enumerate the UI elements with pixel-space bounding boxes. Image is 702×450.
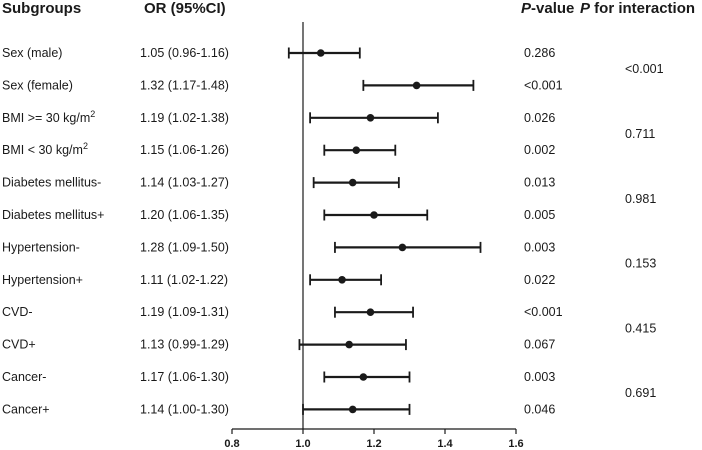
- x-tick-label: 1.0: [295, 438, 310, 450]
- subgroup-label: Cancer-: [2, 370, 46, 384]
- or-ci-value: 1.11 (1.02-1.22): [140, 273, 228, 287]
- or-ci-value: 1.17 (1.06-1.30): [140, 370, 229, 384]
- subgroup-label: Diabetes mellitus-: [2, 176, 101, 190]
- p-value: 0.022: [524, 273, 555, 287]
- p-value: 0.003: [524, 370, 555, 384]
- subgroup-label: Diabetes mellitus+: [2, 208, 104, 222]
- pvalue-header: P-value: [521, 0, 574, 17]
- subgroup-label-text: Cancer+: [2, 402, 50, 416]
- or-point: [359, 373, 368, 381]
- interaction-p-value: 0.981: [625, 192, 656, 206]
- subgroup-label-text: CVD+: [2, 338, 36, 352]
- pvalue-header-rest: -value: [531, 0, 574, 17]
- subgroup-label: Sex (female): [2, 78, 73, 92]
- or-point: [345, 340, 353, 349]
- or-point: [366, 114, 375, 122]
- interaction-header-p: P: [580, 0, 591, 17]
- subgroup-label-text: Diabetes mellitus+: [2, 208, 104, 222]
- x-tick-label: 1.6: [508, 438, 523, 450]
- or-point: [398, 243, 407, 252]
- subgroup-label-text: Sex (male): [2, 46, 62, 60]
- or-ci-value: 1.14 (1.00-1.30): [140, 402, 229, 416]
- or-point: [316, 49, 325, 57]
- x-tick-label: 0.8: [224, 438, 239, 450]
- subgroup-label: BMI >= 30 kg/m2: [2, 109, 95, 125]
- subgroup-label-text: Hypertension+: [2, 273, 83, 287]
- p-value: 0.286: [524, 46, 555, 60]
- subgroup-label: CVD+: [2, 338, 36, 352]
- subgroup-label: Sex (male): [2, 46, 62, 60]
- p-value: 0.003: [524, 240, 555, 254]
- or-ci-value: 1.14 (1.03-1.27): [140, 176, 229, 190]
- x-tick-label: 1.4: [437, 438, 453, 450]
- or-ci-value: 1.28 (1.09-1.50): [140, 240, 229, 254]
- or-point: [366, 308, 375, 317]
- subgroup-label-text: BMI < 30 kg/m: [2, 143, 83, 157]
- or-ci-value: 1.19 (1.02-1.38): [140, 111, 229, 125]
- or-ci-value: 1.15 (1.06-1.26): [140, 143, 229, 157]
- subgroup-label-superscript: 2: [83, 141, 88, 151]
- p-value: <0.001: [524, 78, 563, 92]
- p-value: 0.002: [524, 143, 555, 157]
- x-axis: 0.8 1.0 1.2 1.4 1.6: [224, 428, 524, 450]
- interaction-p-value: 0.415: [625, 321, 656, 335]
- p-value: 0.005: [524, 208, 555, 222]
- interaction-p-value: 0.691: [625, 386, 656, 400]
- subgroup-label-text: Cancer-: [2, 370, 46, 384]
- subgroup-label-text: BMI >= 30 kg/m: [2, 111, 90, 125]
- rows-layer: Sex (male) 1.05 (0.96-1.16) 0.286 Sex (fema…: [2, 46, 563, 416]
- p-value: 0.067: [524, 338, 555, 352]
- p-value: <0.001: [524, 305, 563, 319]
- or-ci-value: 1.05 (0.96-1.16): [140, 46, 229, 60]
- or-ci-header: OR (95%CI): [144, 0, 226, 17]
- subgroup-label: CVD-: [2, 305, 33, 319]
- or-point: [352, 146, 361, 154]
- interaction-p-value: 0.153: [625, 257, 656, 271]
- p-value: 0.013: [524, 176, 555, 190]
- marks-layer: [287, 22, 482, 429]
- interaction-layer: <0.001 0.711 0.981 0.153 0.415 0.691: [625, 62, 664, 400]
- interaction-p-value: <0.001: [625, 62, 664, 76]
- p-value: 0.026: [524, 111, 555, 125]
- subgroup-label: BMI < 30 kg/m2: [2, 141, 88, 157]
- subgroup-label: Hypertension+: [2, 273, 83, 287]
- subgroup-label-text: Diabetes mellitus-: [2, 176, 101, 190]
- or-point: [412, 81, 421, 90]
- subgroup-label-text: CVD-: [2, 305, 33, 319]
- pvalue-header-p: P: [521, 0, 532, 17]
- p-value: 0.046: [524, 402, 555, 416]
- subgroups-header: Subgroups: [2, 0, 81, 17]
- or-ci-value: 1.13 (0.99-1.29): [140, 338, 229, 352]
- interaction-header-rest: for interaction: [590, 0, 695, 17]
- subgroup-label-text: Hypertension-: [2, 240, 80, 254]
- subgroup-label: Cancer+: [2, 402, 50, 416]
- or-point: [348, 405, 357, 414]
- or-ci-value: 1.19 (1.09-1.31): [140, 305, 229, 319]
- or-point: [370, 211, 378, 219]
- or-point: [338, 276, 346, 284]
- subgroup-label: Hypertension-: [2, 240, 80, 254]
- or-ci-value: 1.32 (1.17-1.48): [140, 78, 229, 92]
- or-point: [348, 178, 357, 187]
- or-ci-value: 1.20 (1.06-1.35): [140, 208, 229, 222]
- subgroup-label-superscript: 2: [90, 109, 95, 119]
- subgroup-label-text: Sex (female): [2, 78, 73, 92]
- interaction-header: P for interaction: [580, 0, 695, 17]
- interaction-p-value: 0.711: [625, 127, 655, 141]
- x-tick-label: 1.2: [366, 438, 381, 450]
